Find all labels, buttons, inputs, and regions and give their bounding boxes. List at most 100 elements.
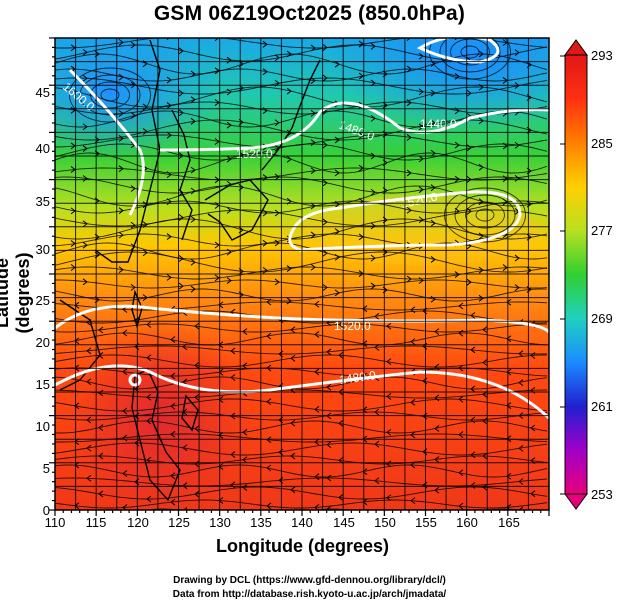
x-tick-label: 110 [44,515,66,530]
streamline-arrow [314,300,320,308]
streamline-arrow [326,441,332,448]
streamline-arrow [418,88,424,96]
eddy-streamline [450,38,490,66]
streamline-arrow [358,164,364,172]
streamline-arrow [362,305,368,313]
streamline-arrow [506,402,512,410]
streamline-arrow [322,74,328,82]
streamline-arrow [130,41,136,49]
streamline-arrow [310,263,316,271]
streamline-arrow [290,419,296,427]
streamline-arrow [482,483,488,491]
eddy-streamline [100,88,120,102]
streamline-arrow [386,393,392,400]
streamline-arrow [226,277,232,284]
contour-label: 1520.0 [236,147,273,161]
streamline-arrow [242,362,248,370]
streamline-arrow [182,444,188,452]
streamline-arrow [434,486,440,494]
streamline-arrow [230,374,236,381]
streamline-arrow [74,502,80,510]
x-tick-label: 135 [250,515,272,530]
streamline-arrow [82,278,88,286]
streamline-arrow [231,517,235,523]
streamline-arrow [374,344,380,351]
eddy-streamline [69,67,151,123]
streamline-arrow [406,38,412,41]
streamline-arrow [478,50,484,58]
streamline-arrow [290,452,296,460]
streamline-arrow [506,368,512,376]
streamline-arrow [194,460,200,468]
streamline-arrow [70,106,76,114]
streamline-arrow [326,505,332,510]
streamline-arrow [410,398,416,406]
eddy-streamline [439,38,501,73]
streamline-arrow [218,396,224,403]
streamline-arrow [82,241,88,249]
colorbar-tick-label: 253 [591,487,613,502]
streamline-arrow [190,215,196,223]
streamline-arrow [514,284,520,291]
x-tick-label: 140 [291,515,313,530]
streamline-arrow [458,395,464,403]
streamline-arrow [122,329,128,337]
streamline-arrow [286,50,292,58]
streamline-arrow [314,438,320,446]
streamline-arrow [214,67,220,75]
coastlines [59,39,321,502]
streamline-arrow [194,425,200,433]
streamline-arrow [218,497,224,504]
streamline-arrow [334,169,340,177]
streamline-arrow [74,402,80,410]
streamline-arrow [370,222,376,230]
streamline-arrow [530,352,536,359]
streamline-arrow [118,266,124,274]
streamline-arrow [418,216,424,224]
colorbar-tick-label: 285 [591,136,613,151]
streamline-arrow [242,428,248,436]
streamline-arrow [430,89,436,97]
streamline-arrow [86,444,92,452]
streamline-arrow [430,219,436,227]
streamline-arrow [502,264,508,271]
streamline-arrow [410,431,416,439]
streamline-arrow [178,47,184,55]
streamline-arrow [74,438,80,446]
eddy-streamline [90,81,130,109]
x-tick-label: 130 [209,515,231,530]
streamline-arrow [322,284,328,291]
streamline-arrow [358,132,364,140]
streamline-arrow [470,346,476,354]
streamline-arrow [70,207,76,215]
streamline-arrow [322,141,328,149]
streamline-arrow [214,138,220,145]
streamline-arrow [530,490,536,498]
streamline-arrow [386,429,392,436]
streamline-arrow [82,220,88,228]
streamline-arrow [518,506,524,510]
y-tick-label: 5 [42,461,50,476]
streamline-arrow [470,482,476,489]
streamline-arrow [166,102,172,109]
streamline-arrow [326,383,332,391]
streamline-arrow [466,89,472,97]
streamline-arrow [338,494,344,501]
streamline-arrow [322,218,328,226]
streamline-arrow [98,424,104,432]
streamline-arrow [322,249,328,257]
streamline-arrow [226,155,232,163]
colorbar-tick-label: 293 [591,48,613,63]
streamline-arrow [274,209,280,217]
streamline-arrow [274,239,280,247]
streamline-arrow [406,134,412,141]
streamline-arrow [518,478,524,485]
streamline-arrow [226,56,232,64]
streamline-arrow [326,474,332,482]
streamline-arrow [286,265,292,272]
streamline-arrow [98,490,104,498]
streamline-arrow [406,65,412,73]
streamline-arrow [470,312,476,319]
streamline-arrow [338,419,344,427]
streamline-arrow [190,96,196,104]
